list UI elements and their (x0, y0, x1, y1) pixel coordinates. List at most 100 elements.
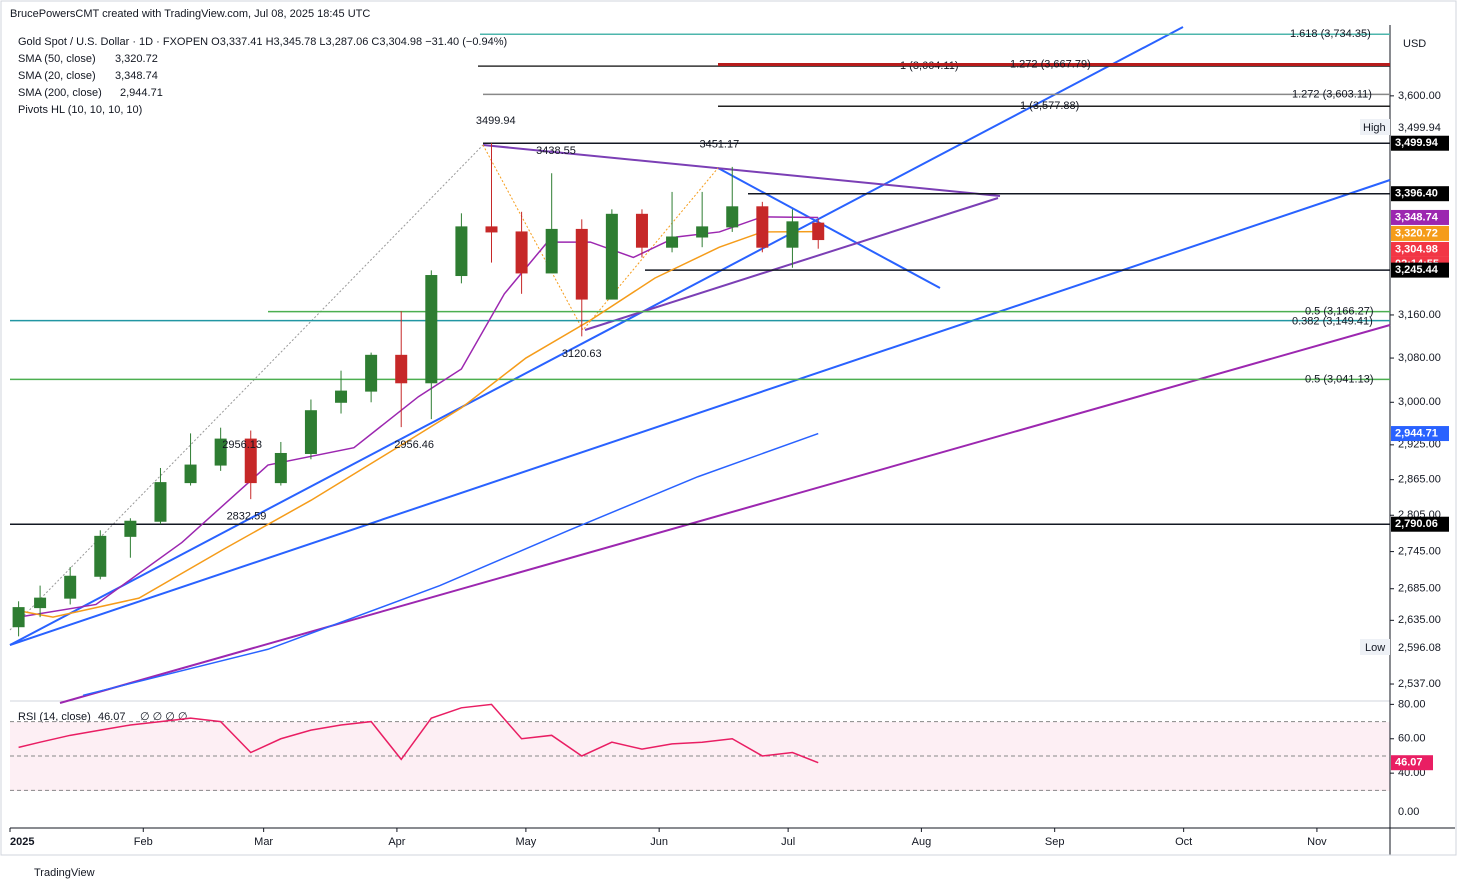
legend: Gold Spot / U.S. Dollar · 1D · FXOPEN O3… (18, 36, 507, 48)
price-tag (1391, 262, 1449, 278)
fib-label: 1.618 (3,734.35) (1290, 28, 1371, 40)
low-box (1360, 639, 1390, 655)
candle-body (786, 221, 799, 248)
x-tick-label: Mar (254, 836, 273, 848)
frame (0, 0, 1457, 856)
credit: BrucePowersCMT created with TradingView.… (10, 8, 370, 20)
fib-label: 0.382 (3,149.41) (1292, 316, 1373, 328)
candle-body (365, 354, 378, 392)
legend-value: 2,944.71 (120, 87, 163, 99)
candle-body (696, 226, 709, 238)
low-label: Low (1365, 642, 1385, 654)
price-tag-label: 3,304.98 (1395, 243, 1438, 255)
candle-body (395, 354, 408, 384)
x-tick-label: Jun (650, 836, 668, 848)
y-tick-label: 3,080.00 (1398, 352, 1441, 364)
candle-body (244, 438, 257, 484)
candle-body (425, 275, 438, 384)
rsi-tick-label: 60.00 (1398, 733, 1426, 745)
price-tag (1391, 516, 1449, 532)
fib-label: 0.5 (3,166.27) (1305, 306, 1374, 318)
rsi-tag-label: 46.07 (1395, 757, 1423, 769)
trendline (717, 167, 941, 289)
candle-body (124, 520, 137, 537)
pivot-label: 2956.46 (394, 439, 434, 451)
pivot-label: 3438.55 (536, 145, 576, 157)
y-tick-label: 2,635.00 (1398, 614, 1441, 626)
candle-body (64, 575, 77, 599)
y-tick-label: 3,000.00 (1398, 396, 1441, 408)
sma-line (82, 432, 819, 697)
candle-body (214, 438, 227, 466)
high-label: High (1363, 122, 1386, 134)
currency: USD (1403, 38, 1426, 50)
candle-body (605, 213, 618, 300)
fib-label: 1 (3,577.88) (1020, 100, 1079, 112)
pivot-label: 2956.13 (222, 439, 262, 451)
trendline (482, 144, 1001, 197)
candle-body (34, 597, 47, 609)
plot-bg (10, 25, 1390, 828)
legend: Pivots HL (10, 10, 10, 10) (18, 104, 142, 116)
x-tick-label: Apr (388, 836, 405, 848)
pivot-label: 3451.17 (699, 139, 739, 151)
pivot-link (9, 144, 484, 631)
candle-body (455, 226, 468, 277)
price-tag (1391, 426, 1449, 442)
x-tick-label: Sep (1045, 836, 1065, 848)
fib-label: 1.272 (3,603.11) (1292, 88, 1372, 100)
price-tag (1391, 241, 1449, 257)
price-tag (1391, 135, 1449, 151)
candle-body (515, 231, 528, 274)
x-tick-label: Oct (1175, 836, 1192, 848)
candle-body (274, 452, 287, 484)
candle-body (726, 206, 739, 228)
trendline (9, 26, 1184, 646)
price-tag (1391, 225, 1449, 241)
y-tick-label: 2,865.00 (1398, 474, 1441, 486)
x-tick-label: Jul (781, 836, 795, 848)
candle-body (485, 226, 498, 233)
price-tag-label: 2,790.06 (1395, 518, 1438, 530)
candle-body (812, 222, 825, 241)
price-tag-label: 3,499.94 (1395, 137, 1439, 149)
rsi-band (10, 722, 1390, 791)
candle-body (304, 410, 317, 454)
candle-body (756, 206, 769, 248)
candle-body (635, 213, 648, 248)
legend: SMA (20, close) (18, 70, 96, 82)
candle-body (12, 607, 25, 628)
trendlines (9, 26, 1391, 704)
price-tag (1391, 186, 1449, 202)
price-tag-label: 3,320.72 (1395, 227, 1438, 239)
y-tick-label: 2,685.00 (1398, 583, 1441, 595)
rsi-line (18, 703, 819, 764)
rsi-value: 46.07 (98, 711, 126, 723)
y-tick-label: 2,745.00 (1398, 545, 1441, 557)
x-tick-label: May (515, 836, 536, 848)
candle-body (666, 236, 679, 248)
low-value: 2,596.08 (1398, 642, 1441, 654)
trendline (59, 324, 1391, 704)
rsi-tick-label: 80.00 (1398, 698, 1426, 710)
sma-line (18, 230, 819, 618)
candle-body (184, 464, 197, 484)
x-tick-label: Nov (1307, 836, 1327, 848)
x-tick-label: Feb (134, 836, 153, 848)
y-tick-label: 2,537.00 (1398, 678, 1441, 690)
price-tag-label: 3,348.74 (1395, 211, 1439, 223)
x-tick-label: Aug (912, 836, 932, 848)
y-tick-label: 2,925.00 (1398, 439, 1441, 451)
legend: SMA (50, close) (18, 53, 96, 65)
candle-body (545, 228, 558, 274)
candle-body (575, 228, 588, 300)
rsi-title: RSI (14, close) (18, 711, 91, 723)
legend-value: 3,348.74 (115, 70, 158, 82)
pivot-label: 3120.63 (562, 348, 602, 360)
footer: TradingView (34, 867, 95, 879)
y-tick-label: 3,160.00 (1398, 309, 1441, 321)
price-tag-label: 3,245.44 (1395, 264, 1439, 276)
price-tag-label: 2,944.71 (1395, 427, 1438, 439)
